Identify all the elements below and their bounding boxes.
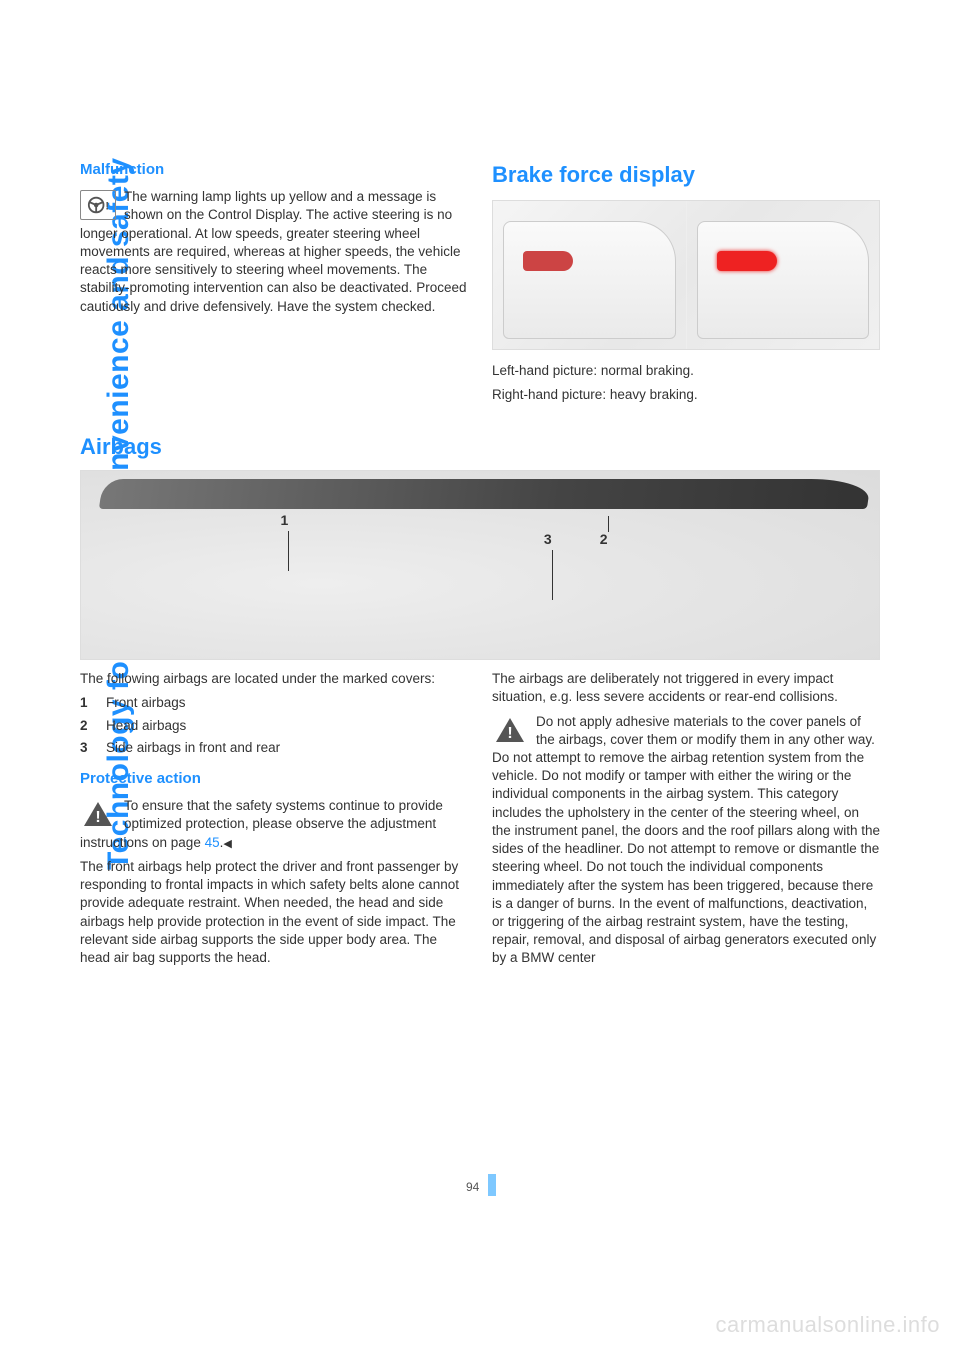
warning-triangle-icon: ! (492, 715, 528, 745)
airbags-section: Airbags 1 3 2 The following airbags are … (80, 434, 880, 973)
svg-text:!: ! (105, 201, 109, 213)
brake-force-image (492, 200, 880, 350)
malfunction-text: The warning lamp lights up yellow and a … (80, 189, 466, 313)
list-num-1: 1 (80, 694, 106, 712)
page-link-45[interactable]: 45 (205, 835, 220, 850)
callout-1: 1 (281, 512, 289, 528)
protective-para2: The front airbags help protect the drive… (80, 858, 468, 967)
warning-triangle-icon: ! (80, 799, 116, 829)
brake-caption-left: Left-hand picture: normal braking. (492, 362, 880, 380)
airbags-col-right: The airbags are deliberately not trigger… (492, 670, 880, 973)
brake-caption-right: Right-hand picture: heavy braking. (492, 386, 880, 404)
list-label-1: Front airbags (106, 694, 186, 712)
page-content: Malfunction ! The warning lamp lights up… (80, 160, 880, 973)
right-para1: The airbags are deliberately not trigger… (492, 670, 880, 706)
svg-text:!: ! (95, 809, 100, 826)
brake-heading: Brake force display (492, 160, 880, 190)
list-num-3: 3 (80, 739, 106, 757)
protective-warn-a: To ensure that the safety systems contin… (80, 798, 443, 849)
list-label-3: Side airbags in front and rear (106, 739, 280, 757)
svg-text:!: ! (507, 725, 512, 742)
callout-2: 2 (600, 531, 608, 547)
col-right-top: Brake force display Left-hand picture: n… (492, 160, 880, 410)
airbags-col-left: The following airbags are located under … (80, 670, 468, 973)
page-number-bar (488, 1174, 496, 1196)
col-left-top: Malfunction ! The warning lamp lights up… (80, 160, 468, 410)
end-mark-icon: ◀ (223, 838, 231, 850)
steering-warning-icon: ! (80, 190, 116, 220)
list-item: 1 Front airbags (80, 694, 468, 712)
protective-heading: Protective action (80, 769, 468, 789)
list-item: 3 Side airbags in front and rear (80, 739, 468, 757)
right-warn2: Do not apply adhesive materials to the c… (492, 714, 880, 966)
list-label-2: Head airbags (106, 717, 186, 735)
airbags-intro: The following airbags are located under … (80, 670, 468, 688)
watermark: carmanualsonline.info (715, 1312, 940, 1338)
airbags-image: 1 3 2 (80, 470, 880, 660)
callout-3: 3 (544, 531, 552, 547)
list-item: 2 Head airbags (80, 717, 468, 735)
airbags-columns: The following airbags are located under … (80, 670, 880, 973)
top-columns: Malfunction ! The warning lamp lights up… (80, 160, 880, 410)
airbags-heading: Airbags (80, 434, 880, 460)
page-number: 94 (466, 1180, 479, 1194)
list-num-2: 2 (80, 717, 106, 735)
malfunction-heading: Malfunction (80, 160, 468, 180)
